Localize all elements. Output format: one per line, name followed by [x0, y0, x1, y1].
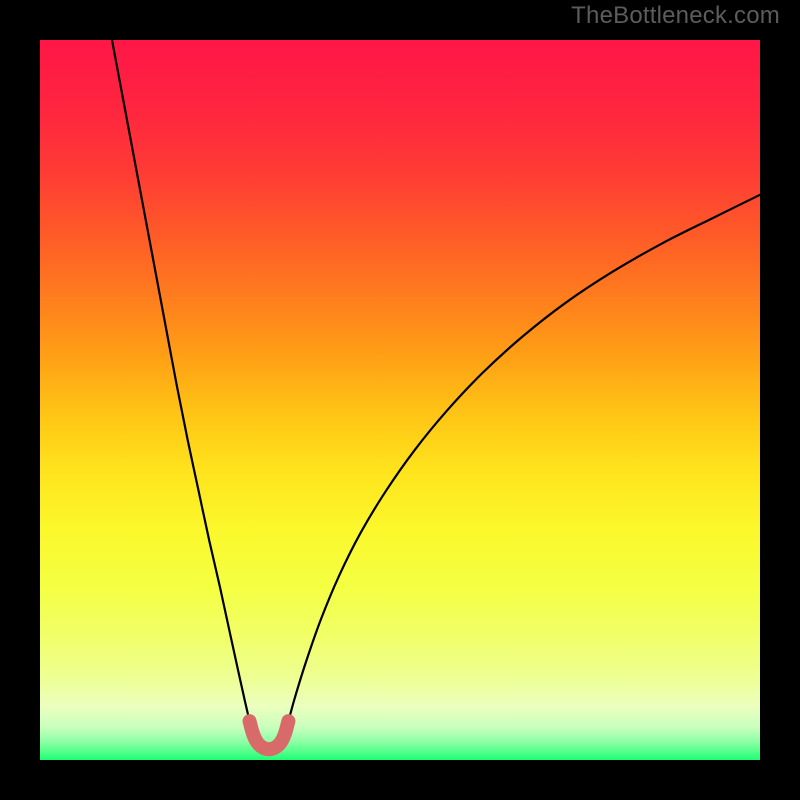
gradient-plot-area — [40, 40, 760, 760]
bottleneck-chart — [0, 0, 800, 800]
chart-stage: TheBottleneck.com — [0, 0, 800, 800]
